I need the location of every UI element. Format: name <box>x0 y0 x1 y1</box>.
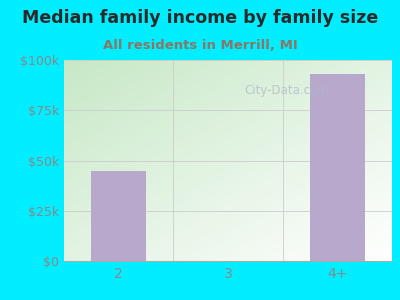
Text: City-Data.com: City-Data.com <box>245 84 329 97</box>
Bar <box>91 170 146 261</box>
Text: All residents in Merrill, MI: All residents in Merrill, MI <box>103 39 297 52</box>
Bar <box>310 74 365 261</box>
Text: Median family income by family size: Median family income by family size <box>22 9 378 27</box>
